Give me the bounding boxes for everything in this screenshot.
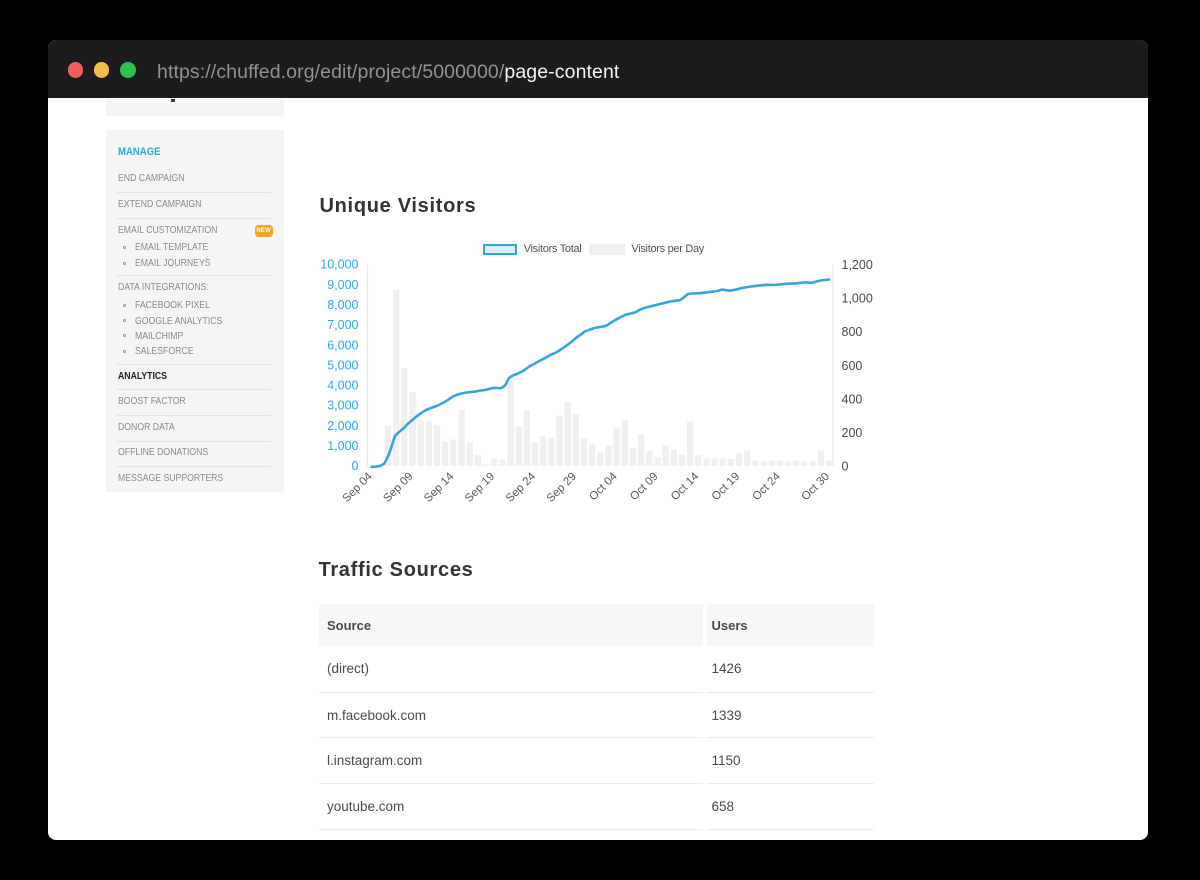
svg-text:Oct 19: Oct 19 bbox=[710, 471, 742, 503]
svg-text:4,000: 4,000 bbox=[327, 379, 358, 393]
svg-text:Sep 04: Sep 04 bbox=[341, 470, 376, 505]
svg-text:800: 800 bbox=[842, 325, 863, 339]
svg-text:Oct 30: Oct 30 bbox=[800, 471, 832, 503]
svg-text:1,200: 1,200 bbox=[842, 258, 873, 272]
svg-text:600: 600 bbox=[842, 359, 863, 373]
svg-text:9,000: 9,000 bbox=[327, 278, 358, 292]
svg-text:2,000: 2,000 bbox=[327, 419, 358, 433]
svg-text:6,000: 6,000 bbox=[327, 338, 358, 352]
svg-text:3,000: 3,000 bbox=[327, 399, 358, 413]
svg-text:1,000: 1,000 bbox=[327, 439, 358, 453]
svg-text:Sep 09: Sep 09 bbox=[381, 471, 415, 505]
svg-text:0: 0 bbox=[842, 460, 849, 474]
svg-text:5,000: 5,000 bbox=[327, 359, 358, 373]
svg-text:200: 200 bbox=[842, 426, 863, 440]
svg-text:1,000: 1,000 bbox=[842, 292, 873, 306]
svg-text:Sep 19: Sep 19 bbox=[463, 471, 497, 505]
svg-text:8,000: 8,000 bbox=[327, 298, 358, 312]
svg-text:400: 400 bbox=[842, 392, 863, 406]
svg-text:Sep 14: Sep 14 bbox=[422, 470, 457, 505]
svg-text:Oct 24: Oct 24 bbox=[751, 470, 784, 503]
svg-text:10,000: 10,000 bbox=[320, 258, 358, 272]
svg-text:0: 0 bbox=[352, 459, 359, 473]
svg-text:Sep 24: Sep 24 bbox=[504, 470, 539, 505]
svg-text:Oct 04: Oct 04 bbox=[587, 470, 620, 503]
svg-text:Sep 29: Sep 29 bbox=[545, 471, 579, 505]
svg-text:7,000: 7,000 bbox=[327, 318, 358, 332]
svg-text:Oct 14: Oct 14 bbox=[669, 470, 702, 503]
svg-text:Oct 09: Oct 09 bbox=[628, 471, 660, 503]
